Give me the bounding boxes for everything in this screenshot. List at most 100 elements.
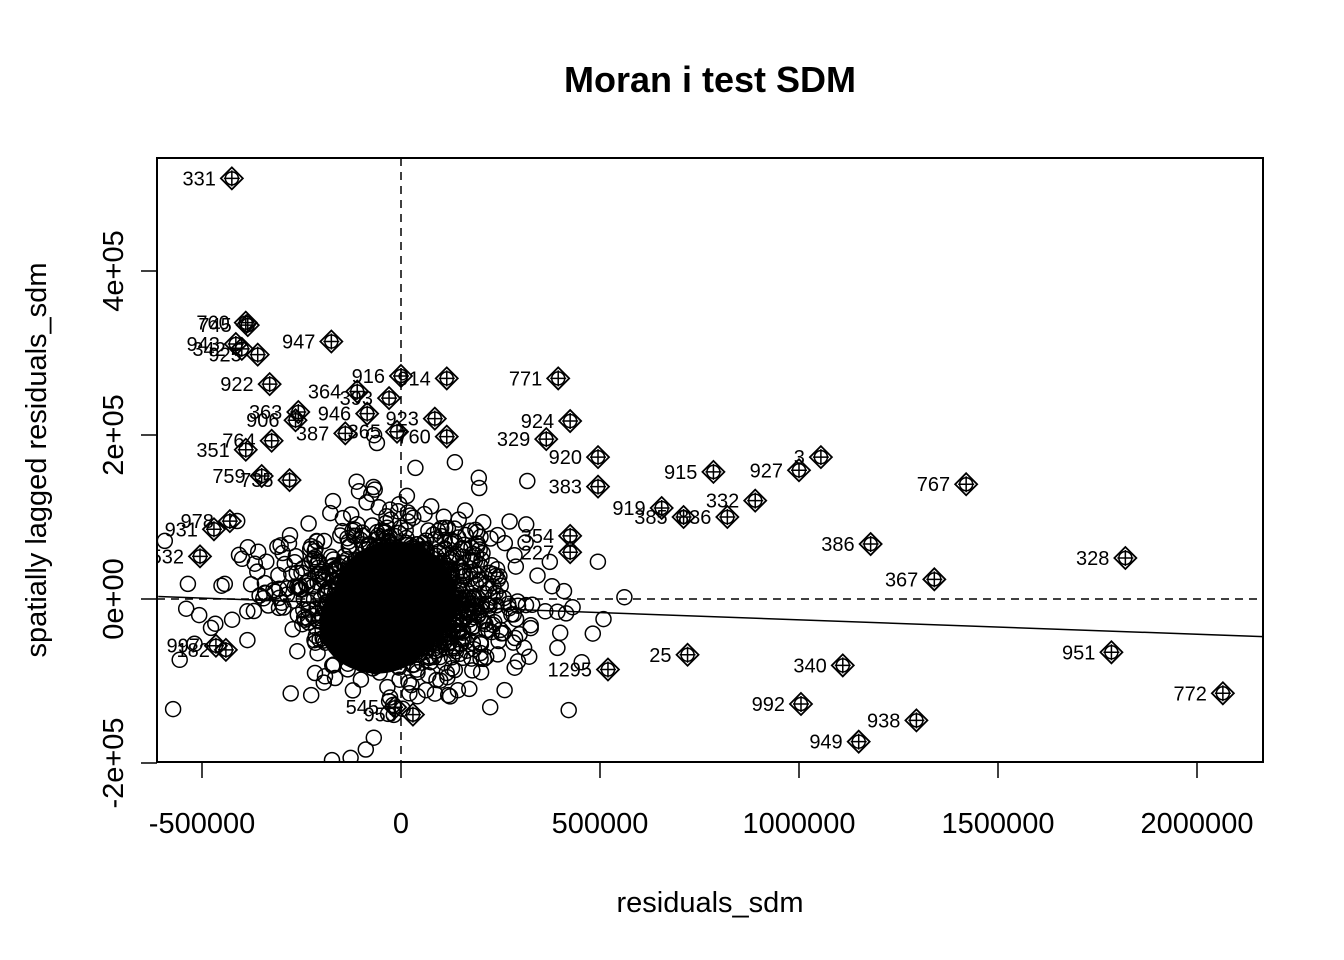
observation-point xyxy=(490,632,507,650)
observation-point xyxy=(249,563,266,580)
influential-marker xyxy=(786,457,812,483)
observation-point xyxy=(438,664,455,682)
observation-point xyxy=(454,548,472,566)
influential-marker-plus xyxy=(550,370,567,387)
influential-marker xyxy=(213,637,239,663)
observation-point xyxy=(279,580,296,597)
influential-marker-plus xyxy=(812,449,829,466)
influential-marker xyxy=(846,729,871,754)
observation-point xyxy=(506,546,523,564)
influential-marker-plus xyxy=(281,472,298,489)
observation-point xyxy=(216,575,234,593)
observation-point xyxy=(289,642,306,660)
influential-marker-plus xyxy=(675,509,692,525)
observation-point xyxy=(345,527,363,545)
influential-label: 332 xyxy=(706,491,739,513)
observation-point xyxy=(399,504,417,521)
observation-point xyxy=(177,600,195,617)
influential-point: 365 xyxy=(348,419,410,444)
influential-marker-plus xyxy=(249,346,266,363)
observation-point xyxy=(352,671,370,688)
observation-point xyxy=(564,598,581,616)
observation-point xyxy=(469,607,487,624)
observation-point xyxy=(417,681,435,699)
influential-marker xyxy=(319,329,344,354)
influential-marker-plus xyxy=(438,370,455,387)
influential-label: 367 xyxy=(885,569,918,591)
influential-marker-plus xyxy=(237,441,254,458)
observation-point xyxy=(260,597,277,614)
influential-marker xyxy=(788,691,814,717)
influential-point: 25 xyxy=(649,642,700,668)
observation-point xyxy=(517,534,534,551)
influential-label: 385 xyxy=(634,507,667,529)
influential-label: 946 xyxy=(318,404,351,426)
influential-point: 331 xyxy=(182,166,245,191)
observation-point xyxy=(365,426,383,444)
influential-point: 914 xyxy=(397,366,460,391)
x-tick-label: 0 xyxy=(393,808,409,840)
observation-point xyxy=(471,541,488,558)
influential-point: 931 xyxy=(165,517,227,542)
observation-point xyxy=(402,507,419,524)
observation-point xyxy=(517,596,535,614)
observation-point xyxy=(284,621,301,638)
influential-marker xyxy=(808,444,834,470)
observation-point xyxy=(354,527,372,545)
influential-marker xyxy=(229,336,255,362)
observation-point xyxy=(325,656,343,674)
influential-marker xyxy=(388,363,414,389)
observation-point xyxy=(464,634,482,652)
influential-label: 383 xyxy=(549,477,582,499)
influential-point: 351 xyxy=(196,437,259,463)
influential-marker-plus xyxy=(705,463,722,480)
influential-marker xyxy=(434,424,460,449)
influential-point: 949 xyxy=(809,729,871,754)
influential-point: 919 xyxy=(612,495,674,521)
observation-point xyxy=(467,576,485,593)
observation-point xyxy=(473,551,490,568)
observation-point xyxy=(439,520,457,537)
influential-marker xyxy=(904,708,929,733)
observation-point xyxy=(573,653,590,671)
influential-label: 836 xyxy=(678,507,711,529)
influential-marker xyxy=(434,366,460,391)
influential-marker xyxy=(585,444,611,470)
influential-marker-plus xyxy=(233,340,250,357)
influential-marker-plus xyxy=(850,733,867,750)
influential-point: 927 xyxy=(750,457,812,483)
influential-point: 745 xyxy=(198,312,261,338)
observation-point xyxy=(560,701,577,719)
influential-marker-plus xyxy=(217,641,234,658)
observation-point xyxy=(549,603,566,621)
influential-marker-plus xyxy=(679,646,696,663)
x-tick-label: 1000000 xyxy=(743,808,856,840)
observation-point xyxy=(157,532,174,550)
influential-label: 1295 xyxy=(547,660,592,682)
influential-marker xyxy=(187,544,213,569)
influential-marker-plus xyxy=(261,376,278,393)
observation-point xyxy=(276,555,294,573)
observation-point xyxy=(300,515,317,532)
x-tick-label: -500000 xyxy=(149,808,255,840)
influential-marker xyxy=(233,437,259,463)
observation-point xyxy=(557,605,575,622)
observation-point xyxy=(365,729,383,746)
observation-point xyxy=(439,686,457,704)
influential-point: 906 xyxy=(246,407,308,433)
observation-point xyxy=(409,688,426,705)
observation-point xyxy=(324,492,342,510)
observation-point xyxy=(551,624,569,642)
influential-label: 767 xyxy=(917,474,950,496)
observation-point xyxy=(400,674,418,691)
observation-point xyxy=(416,505,433,523)
influential-marker-plus xyxy=(349,383,366,400)
observation-point xyxy=(584,625,602,642)
y-axis: -2e+05 0e+00 2e+05 4e+05 xyxy=(98,230,158,809)
observation-point xyxy=(537,603,554,620)
observation-point xyxy=(505,606,522,623)
y-tick-label: 2e+05 xyxy=(98,394,130,475)
observation-point xyxy=(453,629,471,647)
observation-point xyxy=(344,682,362,699)
observation-point xyxy=(107,506,122,521)
